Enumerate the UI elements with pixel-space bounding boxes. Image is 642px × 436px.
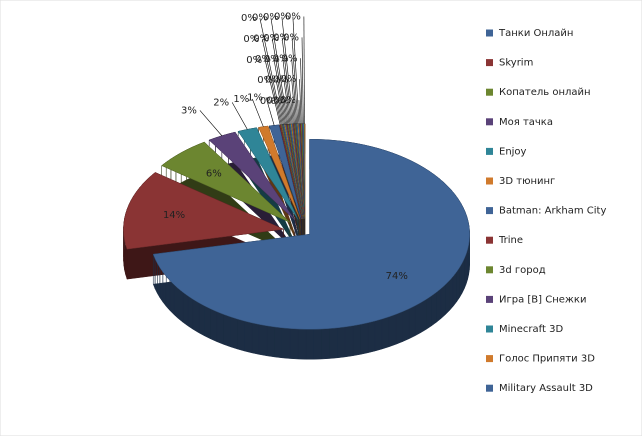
- data-label: 0%: [263, 33, 279, 44]
- data-label: 0%: [253, 33, 269, 44]
- leader-line: [303, 16, 305, 124]
- leader-line: [199, 110, 223, 136]
- legend-label: Military Assault 3D: [499, 383, 593, 394]
- data-label: 0%: [260, 96, 276, 107]
- data-label: 0%: [243, 34, 259, 45]
- leader-line: [298, 100, 301, 124]
- data-label: 0%: [283, 32, 299, 43]
- legend-swatch: [486, 177, 493, 185]
- data-label: 0%: [246, 55, 262, 66]
- slice-group: [152, 139, 470, 360]
- leader-line: [275, 80, 285, 125]
- slice: [152, 139, 470, 330]
- data-label: 0%: [267, 96, 283, 107]
- data-label: 0%: [252, 12, 268, 23]
- data-label: 0%: [282, 53, 298, 64]
- data-label: 0%: [257, 75, 273, 86]
- legend-label: Batman: Arkham City: [499, 206, 606, 217]
- data-label: 1%: [247, 92, 263, 103]
- slice: [161, 141, 291, 223]
- legend-label: 3D тюнинг: [499, 176, 555, 187]
- data-label: 0%: [241, 13, 257, 24]
- legend-label: Trine: [498, 235, 523, 246]
- leader-line: [291, 58, 297, 124]
- legend-swatch: [486, 236, 493, 244]
- data-label: 14%: [163, 210, 185, 221]
- data-label: 0%: [274, 12, 290, 23]
- legend-swatch: [486, 266, 493, 274]
- slice: [237, 127, 299, 220]
- leader-line: [300, 58, 303, 124]
- data-label: 0%: [255, 54, 271, 65]
- legend-label: Моя тачка: [499, 117, 553, 128]
- legend-label: Enjoy: [499, 146, 527, 157]
- leader-line: [270, 17, 289, 125]
- legend-swatch: [486, 88, 493, 96]
- leader-line: [259, 18, 283, 125]
- legend-swatch: [486, 118, 493, 126]
- data-label: 0%: [281, 74, 297, 85]
- legend-swatch: [486, 147, 493, 155]
- slice: [123, 172, 285, 250]
- data-label: 0%: [273, 95, 289, 106]
- leader-line: [301, 37, 304, 124]
- leader-line: [282, 58, 292, 125]
- leader-line: [265, 97, 275, 126]
- legend-swatch: [486, 295, 493, 303]
- legend-label: Голос Припяти 3D: [499, 354, 595, 365]
- leader-line: [252, 98, 264, 127]
- legend-swatch: [486, 29, 493, 37]
- data-label: 3%: [181, 105, 197, 116]
- leader-line: [291, 79, 296, 124]
- data-label: 0%: [273, 53, 289, 64]
- legend-label: 3d город: [499, 265, 546, 276]
- leader-line: [231, 102, 248, 130]
- leader-line: [283, 79, 291, 125]
- legend-swatch: [486, 355, 493, 363]
- leader-line: [291, 37, 299, 124]
- legend-swatch: [486, 384, 493, 392]
- legend-swatch: [486, 59, 493, 67]
- data-label: 0%: [265, 75, 281, 86]
- legend-swatch: [486, 207, 493, 215]
- data-label: 2%: [213, 97, 229, 108]
- leader-line: [264, 59, 281, 125]
- data-label: 0%: [280, 95, 296, 106]
- data-label: 0%: [264, 54, 280, 65]
- data-label: 1%: [233, 94, 249, 105]
- leader-line: [261, 38, 282, 125]
- data-label: 0%: [263, 12, 279, 23]
- data-label: 74%: [386, 271, 408, 282]
- leader-line: [285, 100, 290, 125]
- legend-label: Танки Онлайн: [498, 28, 573, 39]
- leader-line: [291, 100, 295, 125]
- slice: [279, 124, 303, 219]
- legend-label: Игра [В] Снежки: [499, 294, 586, 305]
- leader-line: [271, 38, 288, 125]
- legend-label: Skyrim: [499, 58, 533, 69]
- leader-line: [281, 37, 293, 125]
- data-label: 0%: [285, 11, 301, 22]
- leader-line: [292, 16, 300, 124]
- legend-label: Копатель онлайн: [499, 87, 591, 98]
- legend-swatch: [486, 325, 493, 333]
- leader-line: [273, 59, 286, 125]
- leader-line: [299, 79, 302, 124]
- legend-label: Minecraft 3D: [499, 324, 563, 335]
- data-label: 6%: [206, 169, 222, 180]
- leader-line: [278, 100, 284, 125]
- data-label: 0%: [273, 33, 289, 44]
- data-label: 0%: [273, 74, 289, 85]
- leader-line: [281, 16, 294, 125]
